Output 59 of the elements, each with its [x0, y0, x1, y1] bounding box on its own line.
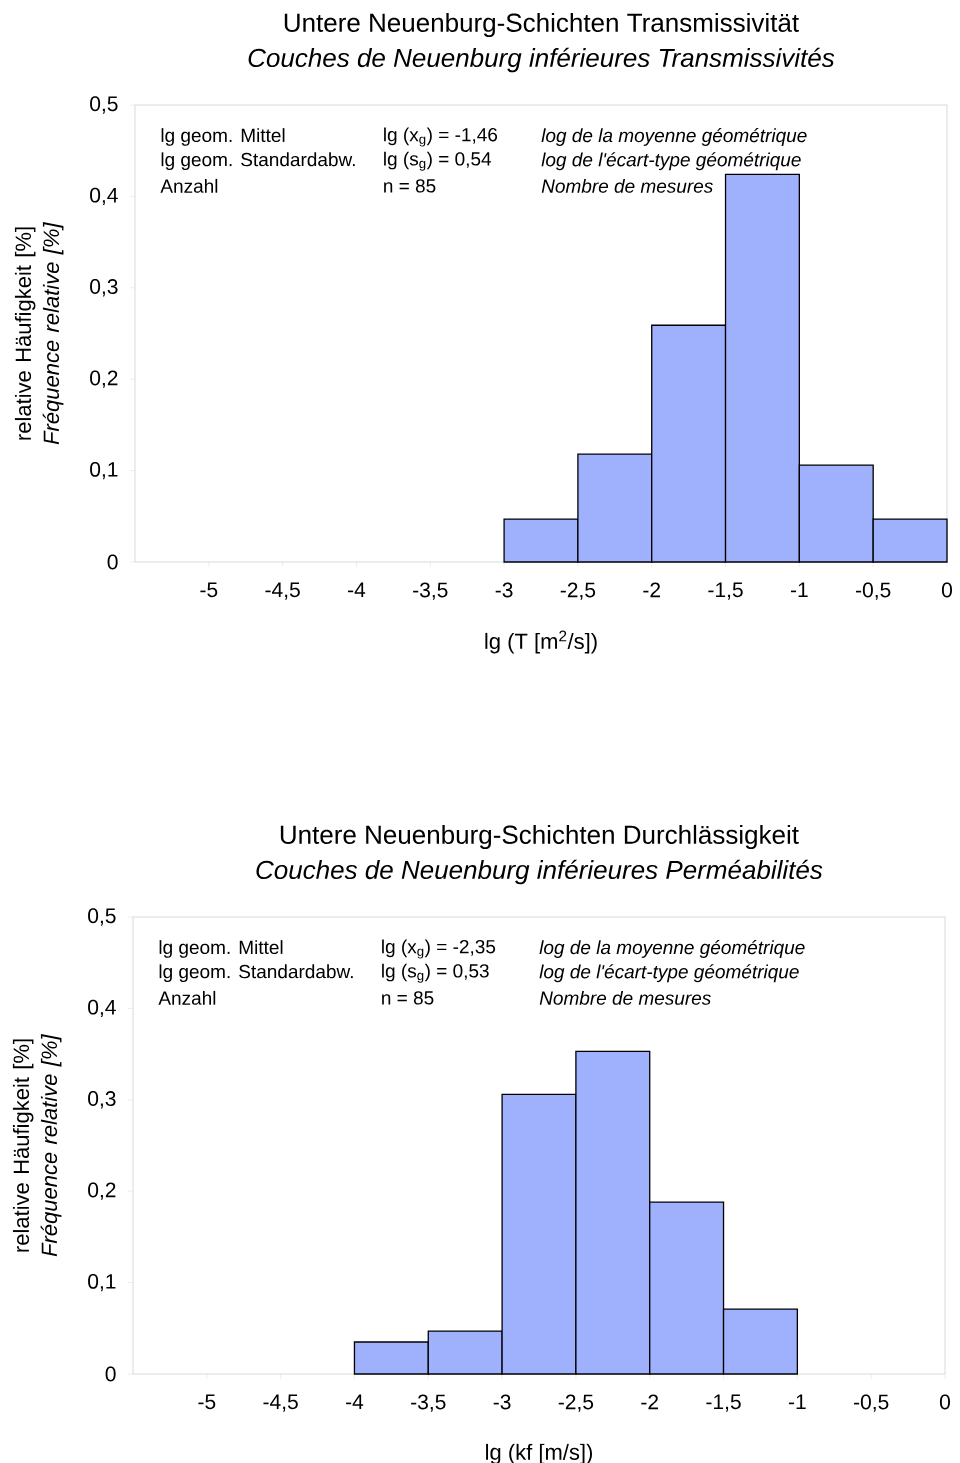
y-tick-label: 0,1: [88, 1273, 116, 1292]
x-tick-label: -2,5: [560, 582, 596, 600]
annotation: lg geom. Standardabw.: [161, 152, 355, 171]
annotation: log de l'écart-type géométrique: [541, 152, 801, 171]
y-tick-label: 0,3: [88, 1091, 116, 1109]
annotation: lg geom. Standardabw.: [159, 964, 353, 983]
annotation: lg geom. Mittel: [161, 128, 285, 146]
y-tick-label: 0: [107, 554, 118, 570]
y-tick-label: 0,3: [90, 279, 118, 297]
annotation: log de la moyenne géométrique: [541, 128, 807, 146]
x-tick-label: -5: [200, 582, 218, 598]
y-tick-label: 0,4: [88, 999, 116, 1018]
y-tick-label: 0,2: [88, 1182, 116, 1200]
annotation: Anzahl: [158, 990, 216, 1005]
annotation: Anzahl: [160, 178, 218, 193]
y-tick-label: 0: [105, 1366, 116, 1382]
annotation: n = 85: [382, 991, 434, 1005]
annotation: lg (x$_{g}$) = -1,46: [384, 127, 498, 147]
x-tick-label: -1,5: [706, 1394, 741, 1412]
annotation: n = 85: [384, 179, 436, 193]
annotation: Nombre de mesures: [539, 990, 711, 1005]
x-tick-label: -1: [788, 1394, 806, 1409]
y-tick-label: 0,4: [90, 187, 118, 206]
x-tick-label: -4: [346, 1394, 364, 1409]
x-tick-label: 0: [941, 582, 952, 598]
x-tick-label: -1,5: [708, 582, 743, 600]
chart-subtitle: Couches de Neuenburg inférieures Perméabilités: [256, 859, 823, 885]
annotation: Nombre de mesures: [541, 178, 713, 193]
y-tick-label: 0,1: [90, 461, 118, 480]
x-axis-title: lg (T [m$^{2}$/s]): [485, 630, 597, 654]
x-tick-label: -1: [790, 582, 808, 597]
chart-subtitle: Couches de Neuenburg inférieures Transmissivités: [248, 47, 835, 73]
x-tick-label: -4,5: [263, 1394, 298, 1412]
x-tick-label: -5: [198, 1394, 216, 1410]
y-tick-label: 0,5: [88, 908, 116, 926]
annotation: lg (s$_{g}$) = 0,53: [382, 963, 489, 983]
x-tick-label: -3: [493, 1394, 511, 1410]
x-tick-label: -4,5: [265, 582, 300, 600]
annotation: log de l'écart-type géométrique: [539, 964, 799, 983]
x-tick-label: -2: [643, 582, 660, 598]
y-axis-title: relative Häufigkeit [%] Fréquence relative [%]: [12, 1034, 62, 1257]
chart-title: Untere Neuenburg-Schichten Transmissivität: [284, 12, 799, 38]
annotation: log de la moyenne géométrique: [539, 940, 805, 958]
x-tick-label: -0,5: [856, 582, 891, 600]
x-tick-label: -3: [495, 582, 513, 598]
y-tick-label: 0,2: [90, 370, 118, 388]
y-tick-label: 0,5: [90, 96, 118, 114]
annotation: lg geom. Mittel: [159, 940, 283, 958]
y-axis-title: relative Häufigkeit [%] Fréquence relative [%]: [14, 222, 64, 445]
chart-title: Untere Neuenburg-Schichten Durchlässigkeit: [280, 824, 799, 850]
x-tick-label: -3,5: [413, 582, 448, 600]
x-tick-label: -2,5: [558, 1394, 594, 1412]
x-tick-label: -4: [348, 582, 366, 597]
x-tick-label: 0: [939, 1394, 950, 1410]
annotation: lg (x$_{g}$) = -2,35: [382, 939, 496, 959]
x-tick-label: -2: [641, 1394, 658, 1410]
annotation: lg (s$_{g}$) = 0,54: [384, 151, 492, 171]
x-tick-label: -3,5: [411, 1394, 446, 1412]
x-tick-label: -0,5: [854, 1394, 889, 1412]
